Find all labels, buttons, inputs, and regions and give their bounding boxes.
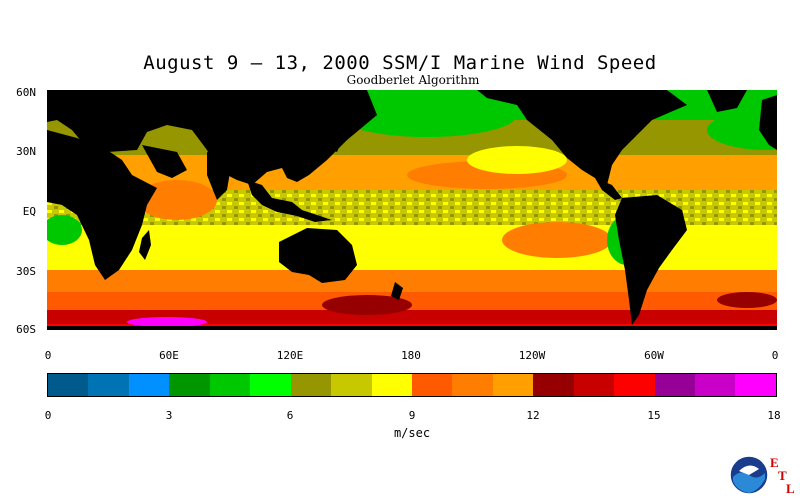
colorbar-segment-10 bbox=[452, 374, 493, 396]
lon-label-120w: 120W bbox=[518, 349, 546, 362]
colorbar-segment-9 bbox=[411, 374, 453, 396]
colorbar-segment-7 bbox=[331, 374, 372, 396]
lon-label-0-east: 0 bbox=[771, 349, 779, 362]
lat-label-30n: 30N bbox=[16, 145, 36, 158]
logo-letter-l: L bbox=[786, 481, 795, 496]
colorbar-segment-15 bbox=[654, 374, 695, 396]
colorbar-segment-8 bbox=[371, 374, 412, 396]
south-indian-darkred bbox=[322, 295, 412, 315]
colorbar-unit: m/sec bbox=[393, 426, 431, 440]
lat-label-60n: 60N bbox=[16, 86, 36, 99]
chart-subtitle: Goodberlet Algorithm bbox=[346, 73, 480, 87]
lon-label-120e: 120E bbox=[276, 349, 304, 362]
colorbar-segment-1 bbox=[88, 374, 129, 396]
colorbar-segment-12 bbox=[533, 374, 574, 396]
colorbar-segment-17 bbox=[735, 374, 776, 396]
colorbar-tick-3: 3 bbox=[165, 409, 173, 422]
lon-label-60w: 60W bbox=[644, 349, 664, 362]
land-south-america bbox=[615, 195, 687, 325]
logo-letter-e: E bbox=[770, 455, 779, 470]
land-north-america bbox=[477, 90, 687, 185]
lon-label-180: 180 bbox=[401, 349, 421, 362]
logo-letter-t: T bbox=[778, 468, 787, 483]
colorbar-tick-0: 0 bbox=[44, 409, 52, 422]
colorbar-tick-6: 6 bbox=[286, 409, 294, 422]
colorbar-tick-12: 12 bbox=[526, 409, 540, 422]
lat-label-eq: EQ bbox=[22, 205, 36, 218]
colorbar-segment-5 bbox=[250, 374, 291, 396]
colorbar-segment-13 bbox=[573, 374, 615, 396]
land-australia bbox=[279, 228, 357, 283]
land-arabia-india bbox=[142, 145, 232, 200]
land-new-zealand bbox=[391, 282, 403, 300]
land-eurasia bbox=[47, 90, 377, 185]
band-south-mid bbox=[47, 270, 777, 292]
south-atlantic-darkred bbox=[717, 292, 777, 308]
lon-label-0-west: 0 bbox=[44, 349, 52, 362]
noaa-logo bbox=[729, 455, 769, 495]
chart-title: August 9 – 13, 2000 SSM/I Marine Wind Sp… bbox=[143, 52, 657, 74]
pacific-south-blob bbox=[502, 222, 612, 258]
land-indonesia bbox=[247, 180, 332, 222]
pacific-yellow-blob bbox=[467, 146, 567, 174]
colorbar-segment-16 bbox=[695, 374, 736, 396]
lat-label-60s: 60S bbox=[16, 323, 36, 336]
land-japan bbox=[329, 135, 342, 152]
wind-speed-map bbox=[42, 90, 800, 330]
map-svg bbox=[42, 90, 800, 330]
north-pacific-green bbox=[337, 93, 517, 137]
colorbar-segment-3 bbox=[169, 374, 210, 396]
colorbar-segment-0 bbox=[48, 374, 89, 396]
indian-ocean-blob bbox=[137, 180, 217, 220]
colorbar-segment-2 bbox=[128, 374, 170, 396]
africa-coast-green bbox=[42, 215, 82, 245]
colorbar-segment-4 bbox=[209, 374, 251, 396]
southern-magenta bbox=[127, 317, 207, 327]
noaa-logo-icon bbox=[729, 455, 769, 495]
colorbar bbox=[47, 373, 777, 397]
colorbar-tick-18: 18 bbox=[767, 409, 781, 422]
colorbar-segment-6 bbox=[290, 374, 332, 396]
land-madagascar bbox=[139, 230, 151, 260]
land-west-europe bbox=[759, 95, 777, 150]
land-greenland bbox=[707, 90, 747, 112]
colorbar-segment-11 bbox=[492, 374, 534, 396]
land-central-america bbox=[595, 178, 622, 200]
land-antarctica bbox=[47, 326, 777, 330]
colorbar-segment-14 bbox=[614, 374, 655, 396]
lon-label-60e: 60E bbox=[159, 349, 179, 362]
land-africa bbox=[47, 130, 157, 280]
lat-label-30s: 30S bbox=[16, 265, 36, 278]
colorbar-tick-9: 9 bbox=[408, 409, 416, 422]
band-south-westerlies bbox=[47, 292, 777, 310]
colorbar-tick-15: 15 bbox=[647, 409, 661, 422]
